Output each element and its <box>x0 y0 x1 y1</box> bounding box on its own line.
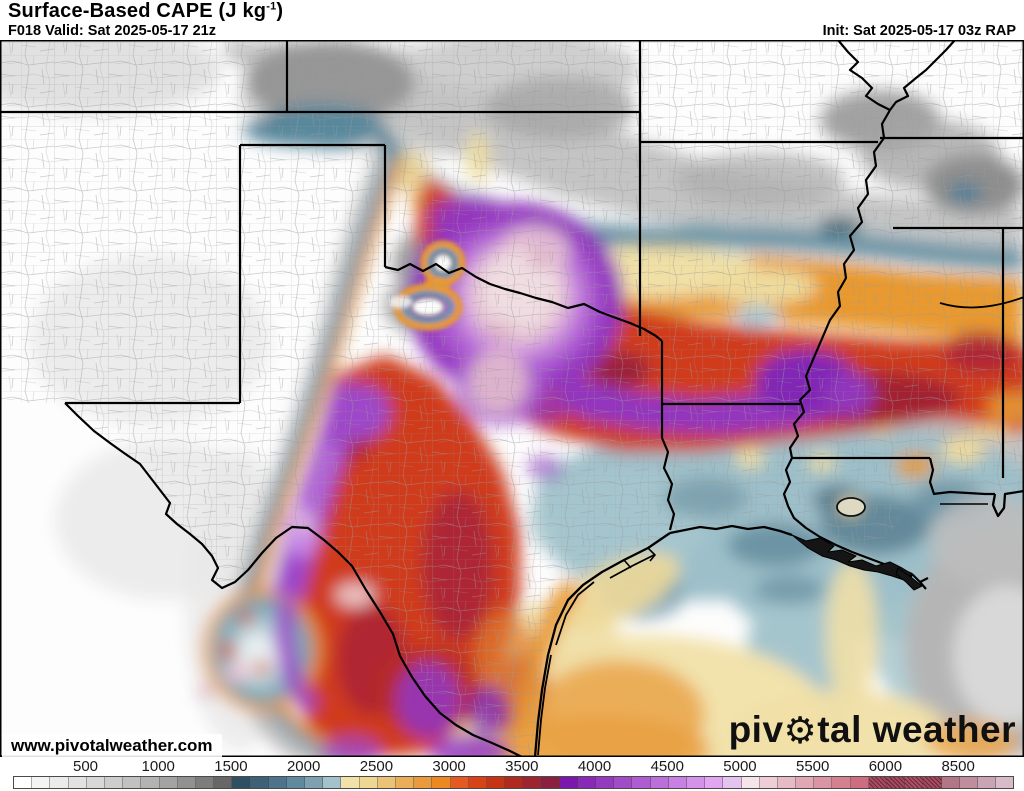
colorbar-tick: 4500 <box>650 758 684 775</box>
colorbar-cell <box>668 777 687 788</box>
colorbar-cell <box>850 777 869 788</box>
map-frame <box>0 40 1024 757</box>
colorbar-cell <box>486 777 506 788</box>
colorbar-cell <box>868 777 887 788</box>
colorbar-cell <box>686 777 706 788</box>
colorbar-cell <box>796 777 815 788</box>
header: Surface-Based CAPE (J kg-1) F018 Valid: … <box>0 0 1024 40</box>
colorbar-cell <box>323 777 342 788</box>
colorbar-cell <box>541 777 560 788</box>
colorbar-tick: 2000 <box>286 758 321 775</box>
colorbar-cell <box>104 777 124 788</box>
gear-icon: ⚙ <box>783 710 818 751</box>
colorbar-cell <box>959 777 978 788</box>
colorbar-cell <box>468 777 487 788</box>
colorbar-cell <box>723 777 742 788</box>
state-borders <box>0 40 1024 531</box>
colorbar-cell <box>450 777 469 788</box>
colorbar-cell <box>359 777 378 788</box>
colorbar-cell <box>559 777 578 788</box>
colorbar-tick: 3500 <box>505 758 539 775</box>
colorbar-cell <box>505 777 524 788</box>
colorbar-cell <box>577 777 596 788</box>
colorbar-cell <box>286 777 305 788</box>
colorbar-cell <box>905 777 924 788</box>
colorbar-scale <box>13 776 1014 789</box>
coastline <box>533 489 1024 757</box>
page-title: Surface-Based CAPE (J kg-1) <box>8 0 284 22</box>
colorbar-cell <box>759 777 778 788</box>
colorbar-tick: 1000 <box>141 758 175 775</box>
colorbar-tick: 5000 <box>723 758 757 775</box>
colorbar-cell <box>395 777 415 788</box>
colorbar-cell <box>50 777 69 788</box>
colorbar-tick: 6000 <box>868 758 903 775</box>
colorbar-cell <box>232 777 251 788</box>
colorbar-tick: 2500 <box>359 758 394 775</box>
watermark: www.pivotalweather.com <box>2 734 222 759</box>
colorbar-cell <box>141 777 160 788</box>
colorbar-cell <box>341 777 360 788</box>
rivers <box>64 40 1024 757</box>
colorbar-cell <box>432 777 451 788</box>
colorbar-tick: 5500 <box>796 758 830 775</box>
colorbar-cell <box>195 777 215 788</box>
colorbar-cell <box>86 777 105 788</box>
colorbar-cell <box>305 777 324 788</box>
unit-superscript: -1 <box>266 0 277 13</box>
colorbar-cell <box>523 777 542 788</box>
colorbar-cell <box>250 777 269 788</box>
colorbar-cell <box>414 777 433 788</box>
colorbar: 500 1000 1500 2000 2500 3000 3500 4000 4500 5000 5… <box>0 757 1024 791</box>
colorbar-cell <box>159 777 178 788</box>
colorbar-cell <box>923 777 942 788</box>
colorbar-cell <box>941 777 960 788</box>
colorbar-cell <box>741 777 760 788</box>
colorbar-tick: 500 <box>72 758 99 775</box>
colorbar-cell <box>996 777 1014 788</box>
cape-map: www.pivotalweather.com piv⚙tal weather <box>0 40 1024 759</box>
colorbar-cell <box>68 777 87 788</box>
colorbar-cell <box>32 777 51 788</box>
colorbar-cell <box>887 777 906 788</box>
colorbar-tick: 1500 <box>214 758 248 775</box>
init-time-label: Init: Sat 2025-05-17 03z RAP <box>822 23 1016 39</box>
colorbar-cell <box>650 777 669 788</box>
colorbar-tick: 8500 <box>941 758 975 775</box>
valid-time-label: F018 Valid: Sat 2025-05-17 21z <box>8 23 216 39</box>
colorbar-cell <box>977 777 997 788</box>
colorbar-cell <box>614 777 633 788</box>
colorbar-cell <box>832 777 851 788</box>
cape-map-svg <box>0 40 1024 757</box>
colorbar-cell <box>214 777 233 788</box>
colorbar-cell <box>177 777 196 788</box>
colorbar-cell <box>632 777 651 788</box>
colorbar-cell <box>268 777 287 788</box>
colorbar-tick-labels: 500 1000 1500 2000 2500 3000 3500 4000 4500 5000 5… <box>0 757 1024 775</box>
colorbar-cell <box>596 777 615 788</box>
colorbar-cell <box>14 777 33 788</box>
colorbar-cell <box>377 777 396 788</box>
colorbar-cell <box>705 777 724 788</box>
colorbar-cell <box>777 777 797 788</box>
colorbar-tick: 4000 <box>577 758 612 775</box>
colorbar-cell <box>814 777 833 788</box>
pivotal-weather-logo: piv⚙tal weather <box>728 709 1016 751</box>
colorbar-tick: 3000 <box>432 758 466 775</box>
colorbar-cell <box>123 777 142 788</box>
